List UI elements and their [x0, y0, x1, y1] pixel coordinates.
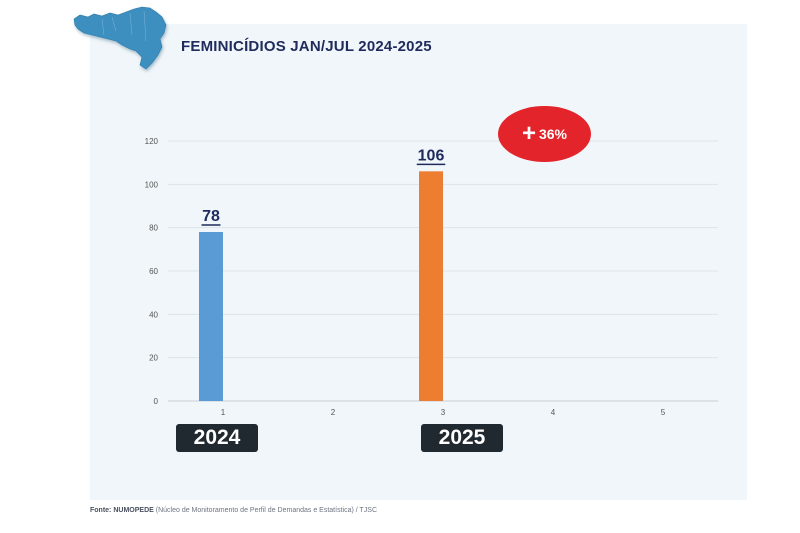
increase-badge: + 36%	[498, 106, 591, 162]
year-label-2024: 2024	[176, 424, 258, 452]
bar	[199, 232, 223, 401]
source-prefix: Fonte:	[90, 507, 112, 514]
source-org: NUMOPEDE	[113, 507, 154, 514]
x-tick-label: 5	[661, 408, 666, 417]
x-tick-label: 4	[551, 408, 556, 417]
y-tick-label: 0	[154, 397, 159, 406]
x-tick-label: 1	[221, 408, 226, 417]
y-tick-label: 20	[149, 354, 158, 363]
bar	[419, 171, 443, 401]
source-note: Fonte: NUMOPEDE (Núcleo de Monitoramento…	[90, 507, 377, 514]
x-tick-label: 2	[331, 408, 336, 417]
plus-icon: +	[521, 120, 536, 147]
increase-percent: 36%	[538, 126, 568, 142]
year-label-2025: 2025	[421, 424, 503, 452]
source-detail: (Núcleo de Monitoramento de Perfil de De…	[155, 507, 377, 514]
y-tick-label: 120	[145, 137, 159, 146]
y-tick-label: 60	[149, 267, 158, 276]
y-tick-label: 100	[145, 180, 159, 189]
x-tick-label: 3	[441, 408, 446, 417]
santa-catarina-map-icon	[73, 6, 167, 70]
data-label: 78	[202, 208, 220, 225]
data-label: 106	[418, 147, 445, 164]
y-tick-label: 80	[149, 224, 158, 233]
y-tick-label: 40	[149, 310, 158, 319]
chart-title: FEMINICÍDIOS JAN/JUL 2024-2025	[181, 38, 432, 55]
